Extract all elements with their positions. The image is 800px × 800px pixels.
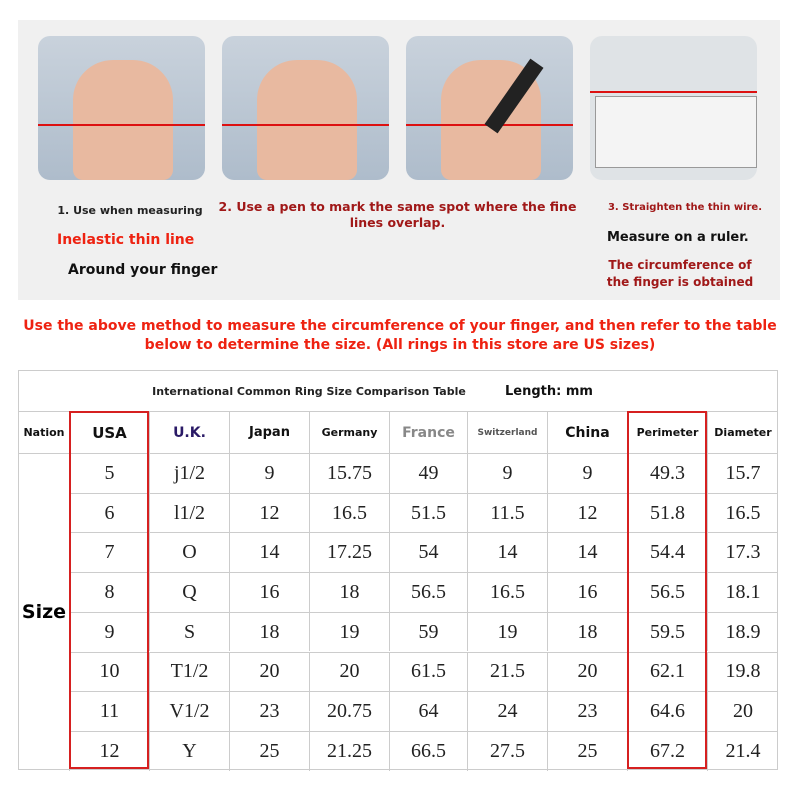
table-cell: 9 (467, 453, 547, 493)
table-cell: 25 (547, 730, 627, 771)
table-cell: 64 (389, 691, 467, 731)
table-cell: 9 (229, 453, 309, 493)
table-cell: 18 (547, 611, 627, 652)
table-cell: 56.5 (389, 572, 467, 612)
highlight-box (69, 411, 149, 769)
table-cell: 20 (547, 651, 627, 692)
step-caption: 2. Use a pen to mark the same spot where… (218, 199, 577, 230)
step-line: Around your finger (68, 262, 218, 278)
photo-ruler (590, 36, 757, 180)
table-cell: 27.5 (467, 730, 547, 771)
table-cell: 66.5 (389, 730, 467, 771)
table-cell: 19 (467, 611, 547, 652)
table-cell: 21.4 (707, 730, 778, 771)
table-cell: 18 (309, 572, 389, 612)
photo-mark (222, 36, 389, 180)
photo-pen (406, 36, 573, 180)
table-cell: Q (149, 572, 229, 612)
table-cell: 25 (229, 730, 309, 771)
highlight-box (627, 411, 707, 769)
table-cell: 21.5 (467, 651, 547, 692)
table-cell: 16.5 (707, 492, 778, 533)
column-header: Germany (309, 411, 389, 453)
table-title: International Common Ring Size Compariso… (152, 384, 466, 398)
step-caption: 3. Straighten the thin wire. (607, 202, 763, 213)
table-cell: 17.25 (309, 532, 389, 573)
table-cell: 54 (389, 532, 467, 573)
table-cell: 59 (389, 611, 467, 652)
step-line: Inelastic thin line (57, 232, 195, 248)
table-cell: 18.9 (707, 611, 778, 652)
table-cell: 20 (229, 651, 309, 692)
photo-wrap (38, 36, 205, 180)
table-cell: 9 (547, 453, 627, 493)
step-line: The circumference of the finger is obtai… (606, 258, 754, 289)
column-header: Japan (229, 411, 309, 453)
table-cell: 15.75 (309, 453, 389, 493)
table-cell: T1/2 (149, 651, 229, 692)
table-cell: 12 (547, 492, 627, 533)
column-header: Switzerland (467, 411, 547, 453)
column-header: France (389, 411, 467, 453)
table-cell: V1/2 (149, 691, 229, 731)
table-cell: 51.5 (389, 492, 467, 533)
column-header: Nation (19, 411, 69, 453)
table-cell: j1/2 (149, 453, 229, 493)
table-cell: 18.1 (707, 572, 778, 612)
table-cell: 19 (309, 611, 389, 652)
step-caption: 1. Use when measuring (57, 204, 203, 217)
table-cell: 11.5 (467, 492, 547, 533)
table-cell: 12 (229, 492, 309, 533)
row-label: Size (19, 453, 69, 771)
table-cell: 16.5 (467, 572, 547, 612)
column-header: U.K. (149, 411, 229, 453)
table-cell: 16 (229, 572, 309, 612)
column-header: China (547, 411, 627, 453)
table-cell: 16.5 (309, 492, 389, 533)
table-cell: 20 (707, 691, 778, 731)
table-cell: 18 (229, 611, 309, 652)
instruction: Use the above method to measure the circ… (23, 318, 777, 353)
table-cell: 49 (389, 453, 467, 493)
step-line: Measure on a ruler. (607, 230, 749, 245)
table-cell: 16 (547, 572, 627, 612)
table-cell: 15.7 (707, 453, 778, 493)
table-cell: 14 (229, 532, 309, 573)
table-cell: 14 (547, 532, 627, 573)
table-cell: 20 (309, 651, 389, 692)
table-cell: 20.75 (309, 691, 389, 731)
table-cell: 14 (467, 532, 547, 573)
table-cell: O (149, 532, 229, 573)
size-table: International Common Ring Size Compariso… (18, 370, 778, 771)
table-cell: S (149, 611, 229, 652)
column-header: Diameter (707, 411, 778, 453)
table-cell: l1/2 (149, 492, 229, 533)
table-unit: Length: mm (505, 383, 593, 399)
table-cell: 23 (229, 691, 309, 731)
table-cell: 24 (467, 691, 547, 731)
table-cell: 23 (547, 691, 627, 731)
table-cell: 21.25 (309, 730, 389, 771)
table-cell: 17.3 (707, 532, 778, 573)
table-cell: Y (149, 730, 229, 771)
table-cell: 19.8 (707, 651, 778, 692)
table-cell: 61.5 (389, 651, 467, 692)
